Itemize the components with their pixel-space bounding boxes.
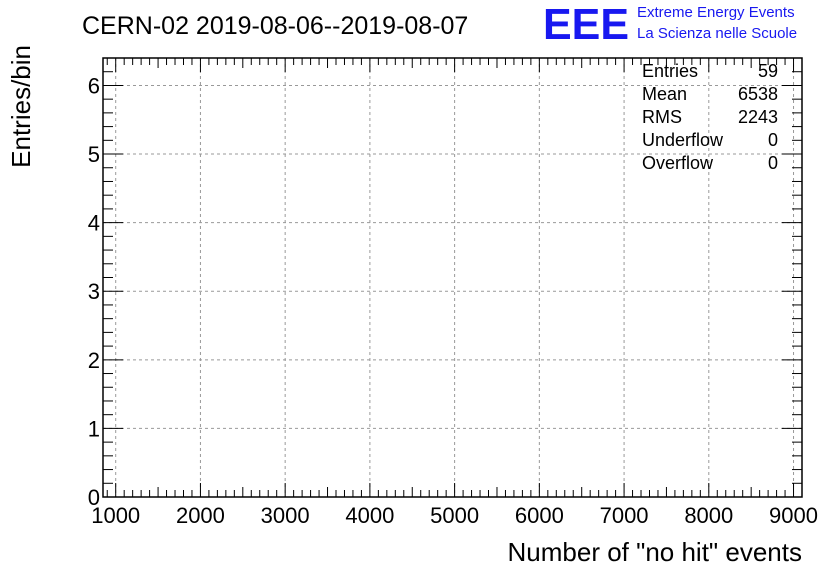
y-tick-label: 4 <box>88 211 100 236</box>
x-tick-label: 5000 <box>430 503 479 528</box>
histogram-bin <box>536 291 543 497</box>
tick-labels: 1000 2000 3000 4000 5000 6000 7000 8000 9000 0 1 2 3… <box>88 73 818 528</box>
stats-value: 0 <box>768 130 778 150</box>
histogram-bin <box>718 291 725 497</box>
histogram-bin <box>725 291 732 497</box>
stats-value: 59 <box>758 61 778 81</box>
stats-label: Mean <box>642 84 687 104</box>
x-tick-label: 2000 <box>176 503 225 528</box>
stats-label: Entries <box>642 61 698 81</box>
stats-value: 0 <box>768 153 778 173</box>
stats-label: Underflow <box>642 130 724 150</box>
histogram-bin <box>550 291 557 497</box>
histogram-bin <box>746 360 753 497</box>
axis-ticks <box>103 58 802 498</box>
stats-box: Entries 59 Mean 6538 RMS 2243 Underflow 0 Overfl… <box>642 61 778 173</box>
chart-title: CERN-02 2019-08-06--2019-08-07 <box>82 12 468 40</box>
y-tick-label: 6 <box>88 73 100 98</box>
y-tick-label: 3 <box>88 279 100 304</box>
x-tick-label: 1000 <box>91 503 140 528</box>
x-axis-title: Number of "no hit" events <box>508 537 803 567</box>
stats-label: Overflow <box>642 153 714 173</box>
histogram-bin <box>564 428 571 497</box>
stats-value: 2243 <box>738 107 778 127</box>
plot-frame <box>102 57 803 498</box>
histogram-bin <box>711 360 718 497</box>
histogram-bin <box>124 428 131 497</box>
histogram-bin <box>334 428 341 497</box>
logo-line-1: Extreme Energy Events <box>637 4 795 21</box>
y-tick-label: 2 <box>88 348 100 373</box>
histogram-bin <box>774 428 781 497</box>
histogram-bin <box>152 360 159 497</box>
x-tick-label: 3000 <box>261 503 310 528</box>
histogram-bin <box>543 223 550 497</box>
x-tick-label: 8000 <box>684 503 733 528</box>
logo-line-2: La Scienza nelle Scuole <box>637 25 797 42</box>
x-tick-label: 9000 <box>769 503 818 528</box>
histogram-bin <box>306 428 313 497</box>
histogram-bin <box>222 428 229 497</box>
histogram-bin <box>529 223 536 497</box>
x-tick-label: 4000 <box>345 503 394 528</box>
y-axis-title: Entries/bin <box>6 45 36 168</box>
histogram-bin <box>236 428 243 497</box>
histogram-bin <box>767 223 774 497</box>
x-tick-label: 7000 <box>600 503 649 528</box>
y-tick-label: 0 <box>88 485 100 510</box>
histogram-bin <box>243 428 250 497</box>
eee-logo-mark: EEE <box>543 0 629 49</box>
stats-label: RMS <box>642 107 682 127</box>
histogram-bin <box>439 428 446 497</box>
y-tick-label: 5 <box>88 142 100 167</box>
histogram-bin <box>411 428 418 497</box>
histogram-bin <box>753 85 760 497</box>
histogram-bin <box>732 360 739 497</box>
y-tick-label: 1 <box>88 416 100 441</box>
histogram-bin <box>760 85 767 497</box>
histogram-bin <box>194 428 201 497</box>
stats-value: 6538 <box>738 84 778 104</box>
eee-logo: EEE Extreme Energy Events La Scienza nel… <box>543 0 797 49</box>
histogram-bin <box>557 291 564 497</box>
histogram-bin <box>739 360 746 497</box>
x-tick-label: 6000 <box>515 503 564 528</box>
histogram-bin <box>355 428 362 497</box>
grid-lines <box>103 58 802 497</box>
histogram-bin <box>515 428 522 497</box>
